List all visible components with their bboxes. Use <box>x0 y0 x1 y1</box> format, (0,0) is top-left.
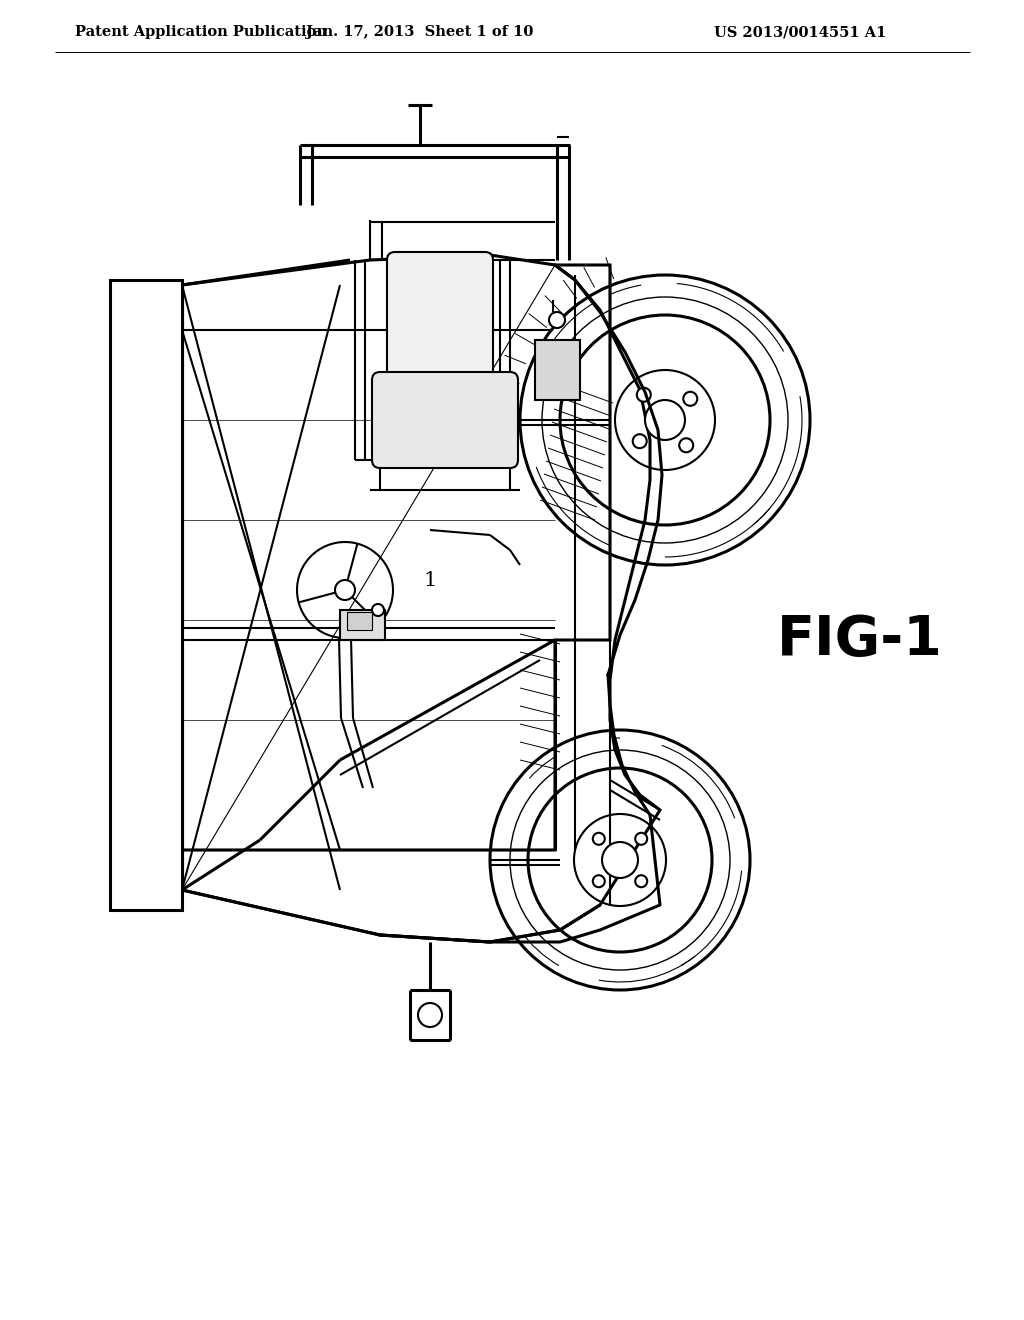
Bar <box>347 612 372 630</box>
Bar <box>535 341 580 400</box>
FancyBboxPatch shape <box>372 372 518 469</box>
Text: Patent Application Publication: Patent Application Publication <box>75 25 327 40</box>
Polygon shape <box>182 265 660 942</box>
Circle shape <box>593 875 605 887</box>
Circle shape <box>683 392 697 405</box>
Circle shape <box>549 312 565 327</box>
Text: 1: 1 <box>423 570 436 590</box>
Circle shape <box>602 842 638 878</box>
Circle shape <box>372 605 384 616</box>
Circle shape <box>637 388 651 401</box>
Circle shape <box>645 400 685 440</box>
FancyBboxPatch shape <box>387 252 493 388</box>
Circle shape <box>593 833 605 845</box>
Circle shape <box>635 833 647 845</box>
Circle shape <box>418 1003 442 1027</box>
Text: Jan. 17, 2013  Sheet 1 of 10: Jan. 17, 2013 Sheet 1 of 10 <box>306 25 534 40</box>
Circle shape <box>635 875 647 887</box>
Bar <box>340 610 385 640</box>
Bar <box>110 280 182 909</box>
Circle shape <box>679 438 693 453</box>
Text: US 2013/0014551 A1: US 2013/0014551 A1 <box>714 25 886 40</box>
Circle shape <box>633 434 647 449</box>
Text: FIG-1: FIG-1 <box>777 612 943 667</box>
